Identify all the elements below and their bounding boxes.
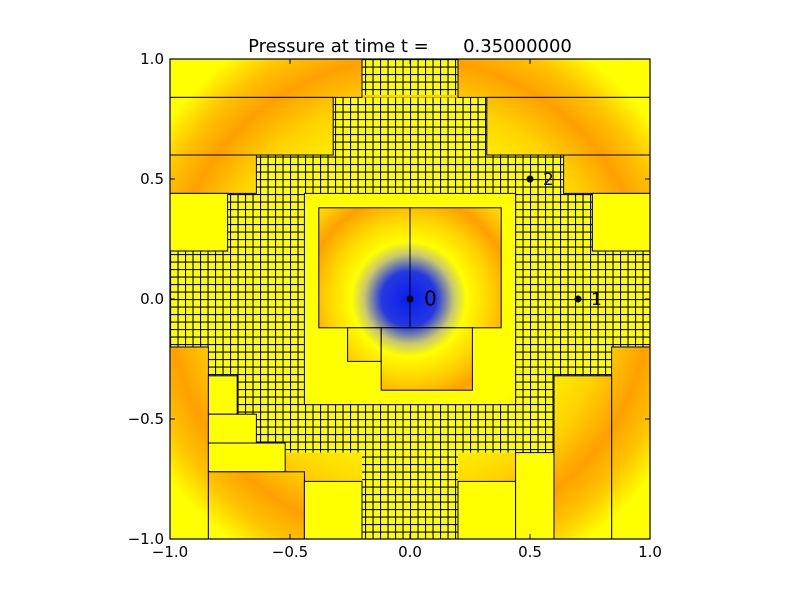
amr-patch	[318, 207, 411, 329]
y-tick-label: 0.0	[140, 290, 164, 308]
amr-patch	[611, 346, 650, 539]
probe-marker	[574, 295, 582, 303]
amr-patch	[486, 96, 650, 156]
amr-patch	[207, 413, 257, 444]
amr-patch	[553, 375, 613, 539]
fine-mesh-region	[256, 155, 564, 194]
probe-label: 2	[543, 170, 554, 190]
probe-label: 1	[591, 290, 602, 310]
amr-patch	[409, 207, 502, 329]
amr-patch	[563, 154, 650, 194]
amr-patch	[170, 154, 257, 194]
amr-patch	[207, 375, 238, 415]
amr-patch	[303, 480, 363, 539]
chart-title: Pressure at time t = 0.35000000	[248, 36, 572, 57]
probe-label: 0	[424, 287, 437, 311]
amr-patch	[170, 59, 363, 98]
fine-mesh-region	[362, 452, 458, 539]
amr-patch	[347, 327, 382, 362]
y-tick-label: −0.5	[128, 410, 164, 428]
amr-patch	[170, 96, 334, 156]
amr-patch	[515, 452, 555, 539]
amr-patch	[457, 59, 650, 98]
amr-patch	[457, 480, 517, 539]
amr-patch	[207, 442, 286, 473]
x-tick-label: 0.0	[398, 543, 422, 561]
probe-marker	[406, 295, 414, 303]
amr-patch	[380, 327, 473, 391]
probe-marker	[526, 175, 534, 183]
y-tick-label: −1.0	[128, 530, 164, 548]
x-tick-label: −1.0	[152, 543, 188, 561]
x-tick-label: 1.0	[638, 543, 662, 561]
amr-patch	[591, 192, 650, 252]
y-tick-label: 1.0	[140, 50, 164, 68]
amr-patch	[170, 346, 209, 539]
y-tick-label: 0.5	[140, 170, 164, 188]
x-tick-label: −0.5	[272, 543, 308, 561]
fine-mesh-region	[362, 59, 458, 95]
amr-patch	[207, 471, 305, 539]
amr-patch	[170, 192, 229, 252]
fine-mesh-region	[333, 97, 487, 155]
x-tick-label: 0.5	[518, 543, 542, 561]
